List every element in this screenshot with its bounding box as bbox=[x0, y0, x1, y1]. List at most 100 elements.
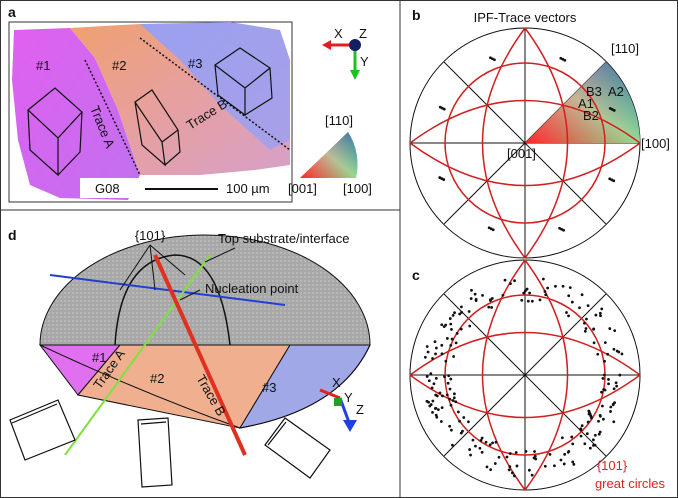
dot bbox=[598, 430, 602, 434]
axis-dot bbox=[349, 39, 361, 51]
dot bbox=[571, 460, 575, 464]
dot bbox=[530, 473, 534, 477]
dot bbox=[452, 396, 456, 400]
dot bbox=[615, 384, 619, 388]
dot bbox=[513, 279, 516, 283]
grain-region bbox=[12, 28, 140, 200]
dot bbox=[567, 314, 570, 318]
dot bbox=[611, 402, 615, 406]
dot bbox=[431, 410, 434, 414]
dot bbox=[514, 451, 518, 454]
dot bbox=[597, 432, 601, 436]
dot bbox=[468, 448, 471, 451]
dot bbox=[528, 291, 531, 295]
dot bbox=[430, 386, 434, 390]
dot bbox=[601, 404, 604, 408]
dot bbox=[520, 298, 524, 302]
dot bbox=[446, 337, 449, 340]
axis-label: Y bbox=[360, 54, 369, 69]
dot bbox=[543, 464, 547, 468]
dot bbox=[618, 373, 622, 377]
dot bbox=[462, 416, 466, 419]
dot bbox=[466, 420, 470, 424]
dot bbox=[515, 464, 519, 468]
dot bbox=[440, 323, 444, 327]
dot bbox=[586, 420, 590, 424]
dot bbox=[480, 436, 484, 440]
dot bbox=[614, 381, 618, 385]
dot bbox=[567, 449, 571, 453]
dot bbox=[602, 417, 605, 421]
dot bbox=[609, 410, 612, 413]
dot bbox=[449, 344, 453, 347]
dot bbox=[473, 292, 477, 296]
dot bbox=[601, 377, 605, 380]
dot bbox=[432, 382, 436, 386]
dot bbox=[592, 444, 595, 447]
dot bbox=[612, 347, 616, 351]
axis-arrow bbox=[322, 40, 331, 50]
dot bbox=[471, 438, 475, 442]
dot bbox=[580, 424, 584, 428]
dot bbox=[501, 293, 505, 297]
dot bbox=[527, 468, 531, 472]
color-key bbox=[300, 132, 358, 178]
dot bbox=[450, 337, 454, 341]
dot bbox=[609, 405, 613, 409]
dot bbox=[451, 443, 454, 447]
dot bbox=[613, 329, 617, 333]
dot bbox=[568, 286, 572, 290]
dot bbox=[580, 293, 584, 297]
dot bbox=[436, 408, 440, 411]
dot bbox=[612, 109, 616, 112]
dot bbox=[586, 304, 590, 308]
dot bbox=[461, 429, 464, 433]
dot bbox=[543, 290, 547, 293]
dot bbox=[431, 357, 434, 360]
dot bbox=[453, 392, 456, 396]
callout bbox=[204, 247, 236, 263]
dot bbox=[553, 464, 556, 468]
dot bbox=[458, 419, 461, 423]
dot bbox=[480, 450, 484, 454]
dot bbox=[563, 58, 567, 62]
dot bbox=[442, 325, 446, 329]
annotation: {101} bbox=[135, 228, 166, 243]
dot bbox=[491, 441, 494, 445]
dot bbox=[469, 453, 472, 457]
dot bbox=[602, 388, 606, 391]
dot bbox=[489, 298, 492, 302]
dot bbox=[434, 376, 438, 380]
dot bbox=[570, 300, 574, 304]
dot bbox=[484, 440, 488, 444]
dot bbox=[481, 294, 484, 297]
dot bbox=[563, 452, 567, 456]
dot bbox=[585, 317, 588, 321]
dot bbox=[533, 454, 537, 458]
dot bbox=[509, 282, 512, 286]
dot bbox=[584, 327, 588, 330]
dot bbox=[435, 415, 439, 419]
dot bbox=[590, 416, 593, 420]
dot bbox=[442, 107, 446, 111]
pole-label: [100] bbox=[641, 136, 670, 151]
scale-label: 100 µm bbox=[226, 181, 270, 196]
dot bbox=[567, 294, 571, 298]
dot bbox=[468, 324, 472, 328]
hemisphere bbox=[39, 234, 371, 346]
dot bbox=[596, 352, 600, 356]
dot bbox=[454, 400, 458, 404]
dot bbox=[444, 359, 448, 363]
dot bbox=[591, 438, 595, 442]
dot bbox=[602, 373, 606, 377]
dot bbox=[441, 394, 444, 398]
dot bbox=[599, 314, 602, 318]
dot bbox=[603, 341, 607, 345]
dot bbox=[612, 420, 616, 424]
dot bbox=[447, 374, 451, 378]
dot bbox=[570, 435, 574, 439]
dot bbox=[448, 317, 452, 320]
dot bbox=[485, 465, 489, 469]
trace-line bbox=[64, 254, 211, 456]
dot bbox=[608, 327, 612, 330]
